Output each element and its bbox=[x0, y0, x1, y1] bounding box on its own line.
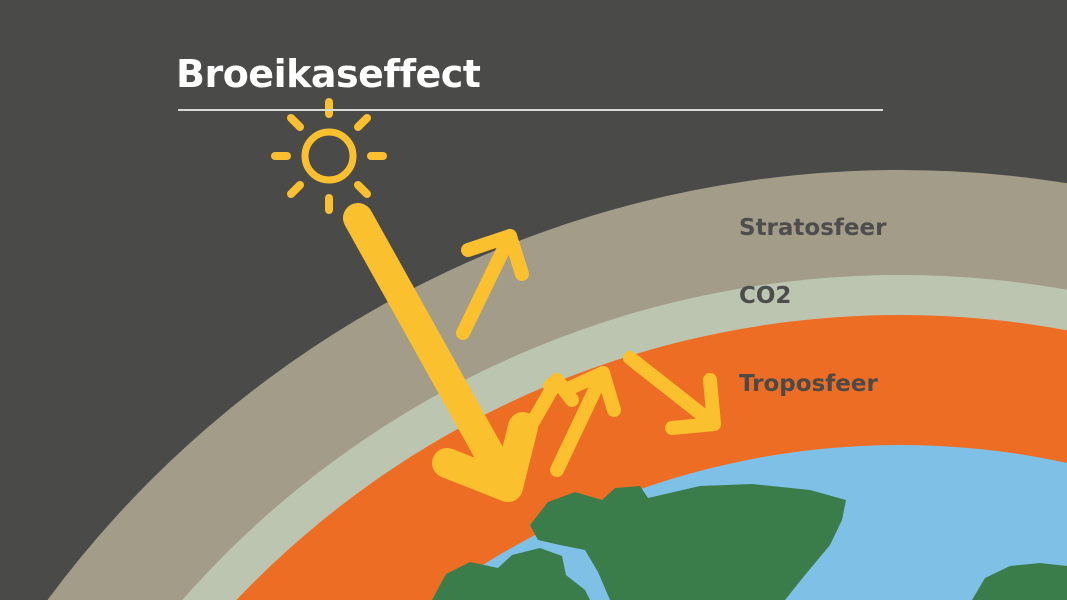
label-stratosfeer: Stratosfeer bbox=[739, 215, 887, 241]
trapped-heat-arrow-down bbox=[623, 351, 721, 435]
trapped-heat-arrow-up-right bbox=[550, 366, 621, 477]
earth-land bbox=[432, 484, 1067, 600]
title-divider bbox=[178, 109, 883, 111]
escaping-heat-arrow bbox=[456, 229, 529, 340]
label-co2: CO2 bbox=[739, 283, 792, 309]
land-island-right bbox=[972, 563, 1067, 600]
land-continent-left bbox=[432, 548, 590, 600]
sun-icon bbox=[271, 98, 387, 214]
diagram-title: Broeikaseffect bbox=[176, 52, 481, 96]
label-troposfeer: Troposfeer bbox=[739, 371, 878, 397]
land-continent-large bbox=[530, 484, 846, 600]
